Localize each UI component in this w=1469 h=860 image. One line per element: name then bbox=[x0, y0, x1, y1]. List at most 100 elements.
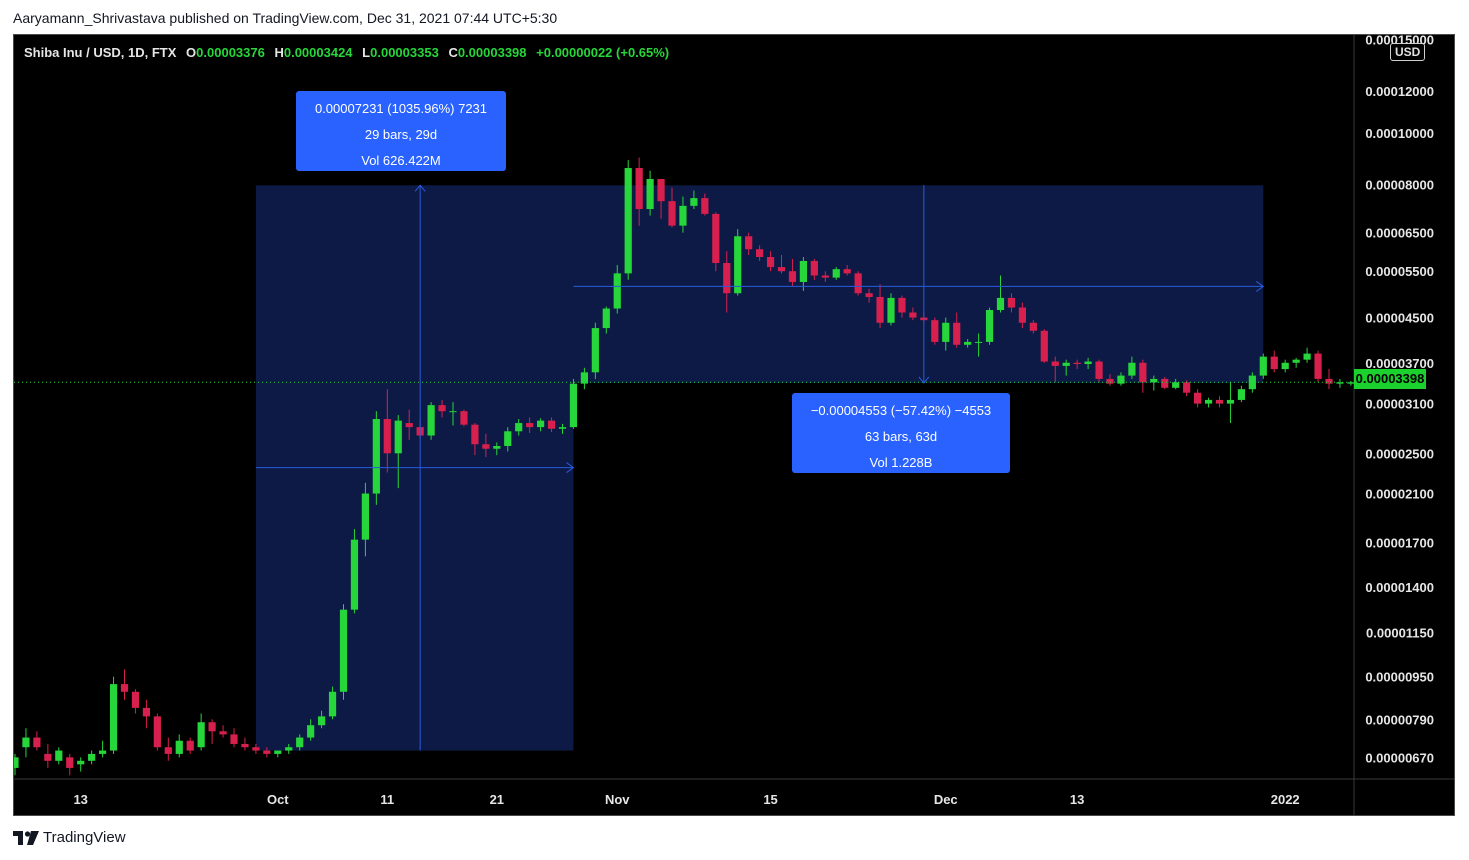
candle-body bbox=[131, 691, 140, 708]
candle-body bbox=[1062, 362, 1070, 366]
measure-up-arrow-vertical bbox=[414, 184, 426, 192]
candle-body bbox=[887, 297, 895, 323]
measure-down-label-box bbox=[792, 393, 1010, 473]
y-tick-label: 0.00001700 bbox=[1365, 535, 1434, 550]
candle-body bbox=[931, 320, 939, 342]
candle-body bbox=[120, 684, 129, 692]
candle-body bbox=[865, 293, 873, 297]
candle-body bbox=[153, 716, 161, 748]
candle-body bbox=[613, 273, 621, 309]
candle-body bbox=[1139, 362, 1147, 383]
candle-body bbox=[1051, 361, 1059, 366]
candle-body bbox=[339, 609, 348, 692]
x-tick-label: 2022 bbox=[1271, 792, 1300, 807]
candle-body bbox=[788, 271, 797, 282]
candle-body bbox=[208, 722, 216, 732]
measure-down-label-text: −0.00004553 (−57.42%) −4553 bbox=[811, 403, 991, 418]
candle-body bbox=[646, 179, 654, 210]
x-tick-label: 13 bbox=[73, 792, 87, 807]
candle-body bbox=[482, 444, 490, 449]
candle-body bbox=[712, 213, 720, 263]
y-tick-label: 0.00001400 bbox=[1365, 580, 1434, 595]
price-chart[interactable]: 0.000150000.000120000.000100000.00008000… bbox=[14, 35, 1454, 815]
candle-body bbox=[975, 341, 983, 343]
chart-legend: Shiba Inu / USD, 1D, FTX O0.00003376 H0.… bbox=[24, 45, 669, 60]
candle-body bbox=[22, 737, 30, 748]
candle-body bbox=[1215, 399, 1224, 404]
candle-body bbox=[953, 322, 961, 345]
y-tick-label: 0.00000950 bbox=[1365, 670, 1434, 685]
candle-body bbox=[799, 260, 807, 282]
candle-body bbox=[1150, 378, 1158, 383]
candle-body bbox=[558, 427, 567, 429]
measure-up-label-text: Vol 626.422M bbox=[361, 153, 441, 168]
candle-body bbox=[504, 431, 512, 447]
current-price-badge: 0.00003398 bbox=[1354, 369, 1426, 389]
candle-body bbox=[1336, 382, 1344, 384]
y-tick-label: 0.00012000 bbox=[1365, 84, 1434, 99]
candle-body bbox=[318, 716, 326, 726]
x-tick-label: Oct bbox=[267, 792, 289, 807]
candle-body bbox=[1292, 359, 1300, 363]
candle-body bbox=[591, 328, 599, 373]
candle-body bbox=[832, 269, 840, 278]
published-caption: Aaryamann_Shrivastava published on Tradi… bbox=[13, 10, 558, 26]
candle-body bbox=[1303, 353, 1311, 360]
candle-body bbox=[460, 411, 468, 425]
high-label: H bbox=[274, 45, 284, 60]
y-tick-label: 0.00005500 bbox=[1365, 264, 1434, 279]
candle-body bbox=[942, 322, 950, 342]
candle-body bbox=[88, 753, 96, 761]
candle-body bbox=[1095, 361, 1103, 379]
currency-badge[interactable]: USD bbox=[1390, 43, 1426, 61]
candle-body bbox=[580, 372, 588, 384]
chart-frame[interactable]: 0.00015000 0.00012000 0.00010000 0.00008000… bbox=[13, 34, 1455, 816]
candle-body bbox=[241, 743, 249, 748]
x-tick-label: Dec bbox=[934, 792, 958, 807]
measure-down-area bbox=[573, 185, 1264, 383]
candle-body bbox=[1106, 378, 1114, 384]
candle-body bbox=[1314, 353, 1322, 379]
candle-body bbox=[766, 256, 775, 268]
x-tick-label: 21 bbox=[490, 792, 504, 807]
candle-body bbox=[394, 420, 402, 454]
candle-body bbox=[657, 179, 665, 202]
candle-body bbox=[1325, 378, 1333, 384]
candle-body bbox=[449, 411, 457, 413]
measure-up-arrow-right bbox=[566, 462, 575, 473]
close-label: C bbox=[448, 45, 458, 60]
candle-body bbox=[33, 737, 41, 748]
measure-up-label-box bbox=[296, 91, 506, 171]
candle-body bbox=[186, 740, 194, 751]
candle-body bbox=[734, 236, 742, 294]
candle-body bbox=[142, 707, 150, 717]
candle-body bbox=[515, 423, 523, 432]
candle-body bbox=[219, 731, 227, 735]
candle-body bbox=[1248, 375, 1256, 390]
candle-body bbox=[602, 308, 610, 329]
candle-body bbox=[1172, 382, 1180, 388]
footer-logo[interactable]: TradingView bbox=[13, 829, 126, 846]
candle-body bbox=[99, 750, 107, 754]
candle-body bbox=[1204, 399, 1213, 404]
x-tick-label: Nov bbox=[605, 792, 630, 807]
candle-body bbox=[668, 201, 676, 226]
candle-body bbox=[1007, 297, 1016, 308]
candle-body bbox=[679, 205, 687, 226]
measure-down-label-text: 63 bars, 63d bbox=[865, 429, 937, 444]
candle-body bbox=[263, 750, 271, 754]
candle-body bbox=[821, 275, 829, 278]
candle-body bbox=[964, 341, 972, 345]
candle-body bbox=[1183, 382, 1191, 393]
candle-body bbox=[1226, 399, 1235, 404]
measure-down-arrow-right bbox=[1256, 281, 1265, 292]
y-tick-label: 0.00002100 bbox=[1365, 487, 1434, 502]
candle-body bbox=[547, 420, 556, 429]
x-tick-label: 15 bbox=[763, 792, 777, 807]
measure-down-label-text: Vol 1.228B bbox=[870, 455, 933, 470]
candle-body bbox=[383, 419, 391, 454]
candle-body bbox=[285, 747, 293, 751]
y-tick-label: 0.00003100 bbox=[1365, 397, 1434, 412]
candle-body bbox=[164, 747, 172, 754]
candle-body bbox=[777, 267, 786, 272]
